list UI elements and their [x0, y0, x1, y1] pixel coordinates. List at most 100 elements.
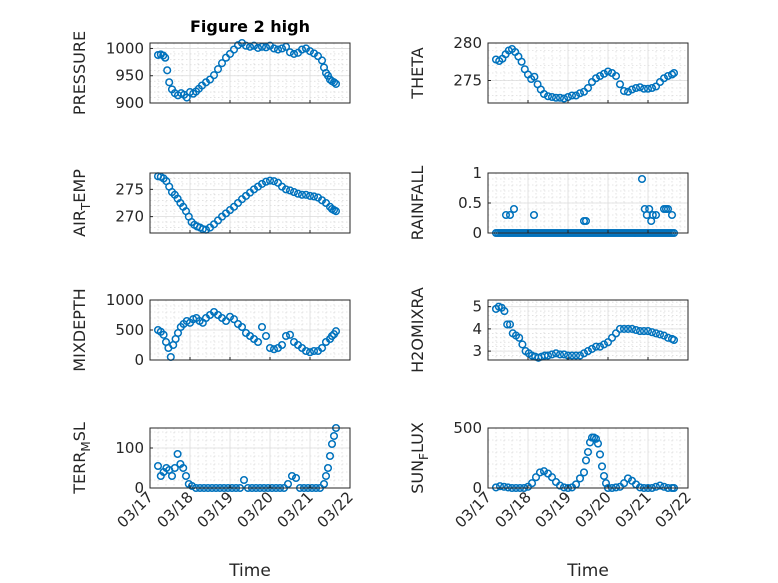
- data-point: [285, 186, 295, 195]
- data-point: [551, 349, 561, 358]
- data-point: [277, 44, 287, 53]
- data-point: [659, 331, 669, 340]
- data-point: [225, 312, 235, 321]
- y-tick-label: 1000: [106, 291, 144, 309]
- data-point: [669, 68, 679, 78]
- data-point: [647, 328, 657, 337]
- data-point: [595, 342, 605, 351]
- data-point: [501, 210, 511, 220]
- data-point: [277, 340, 287, 350]
- data-point: [281, 42, 291, 51]
- data-point: [579, 468, 589, 477]
- data-point: [575, 474, 585, 483]
- y-tick-label: 0.5: [458, 194, 482, 212]
- data-point: [221, 316, 231, 326]
- data-point: [265, 176, 275, 185]
- data-point: [607, 333, 617, 342]
- subplot-air-temp: 270 275 AIRTEMP: [70, 169, 351, 237]
- data-point: [603, 338, 613, 347]
- data-point: [253, 43, 263, 52]
- data-point: [651, 210, 661, 220]
- data-point: [297, 45, 307, 54]
- data-point: [213, 65, 223, 74]
- data-point: [495, 482, 505, 491]
- subplot-pressure: 900 950 1000 PRESSURE Figure 2 high: [70, 17, 351, 115]
- data-point: [491, 483, 501, 492]
- axes-box: [487, 427, 689, 489]
- data-point: [261, 43, 271, 52]
- axes-box: [487, 42, 689, 104]
- data-point: [285, 330, 295, 339]
- data-point: [539, 467, 549, 476]
- data-point: [547, 350, 557, 359]
- data-point: [651, 329, 661, 338]
- y-tick-label: 280: [453, 34, 482, 52]
- data-point: [281, 185, 291, 194]
- data-point: [547, 473, 557, 482]
- data-point: [225, 49, 235, 58]
- data-point: [631, 325, 641, 335]
- data-point: [237, 322, 247, 332]
- axes-background: [149, 427, 351, 489]
- data-point: [321, 471, 331, 481]
- y-axis-label: RAINFALL: [408, 166, 427, 241]
- x-tick-label: 03/20: [234, 488, 277, 531]
- subplot-h2omixra: 3 4 5 H2OMIXRA: [408, 287, 689, 373]
- data-point: [327, 331, 337, 341]
- data-point: [503, 483, 513, 492]
- data-point: [645, 204, 654, 214]
- data-point: [583, 347, 593, 356]
- y-axis-label: H2OMIXRA: [408, 287, 427, 373]
- data-point: [269, 345, 279, 354]
- data-point: [651, 482, 661, 491]
- data-point: [579, 349, 589, 358]
- y-tick-label: 950: [115, 67, 144, 85]
- data-point: [291, 473, 301, 483]
- data-point: [159, 330, 168, 339]
- data-point: [305, 348, 315, 357]
- x-tick-label: 03/22: [314, 488, 357, 531]
- data-point: [531, 473, 541, 482]
- data-point: [331, 327, 341, 336]
- axes-box: [487, 299, 689, 361]
- data-point: [571, 351, 581, 360]
- data-point: [499, 482, 509, 491]
- data-point: [659, 74, 669, 83]
- data-point: [543, 351, 553, 360]
- y-tick-label: 5: [472, 298, 482, 316]
- data-point: [635, 327, 645, 336]
- data-point: [611, 71, 621, 81]
- data-point: [500, 307, 509, 316]
- data-point: [173, 449, 182, 459]
- data-point: [627, 324, 637, 333]
- data-point: [297, 190, 307, 199]
- data-point: [581, 456, 591, 465]
- data-point: [289, 188, 299, 197]
- data-point: [518, 340, 527, 349]
- y-axis-label: TERRMSL: [70, 422, 93, 495]
- data-point: [265, 343, 275, 353]
- data-point: [233, 41, 243, 50]
- data-point: [619, 324, 629, 333]
- y-tick-label: 0: [472, 224, 482, 242]
- y-tick-label: 500: [115, 321, 144, 339]
- y-tick-label: 100: [115, 439, 144, 457]
- x-tick-label: 03/20: [572, 488, 615, 531]
- data-point: [305, 191, 315, 200]
- subplot-terr-msl: 010003/1703/1803/1903/2003/2103/22TERRMS…: [70, 422, 357, 581]
- data-point: [165, 78, 174, 87]
- data-point: [555, 93, 565, 102]
- y-tick-label: 270: [115, 208, 144, 226]
- data-point: [635, 483, 645, 492]
- data-point: [181, 471, 191, 481]
- x-tick-label: 03/21: [612, 488, 655, 531]
- data-point: [161, 53, 170, 62]
- data-point: [539, 89, 549, 99]
- data-point: [591, 74, 601, 83]
- data-point: [669, 335, 679, 345]
- data-point: [603, 67, 613, 76]
- data-point: [273, 45, 283, 54]
- data-point: [651, 82, 661, 91]
- data-point: [281, 331, 291, 341]
- data-point: [639, 327, 649, 336]
